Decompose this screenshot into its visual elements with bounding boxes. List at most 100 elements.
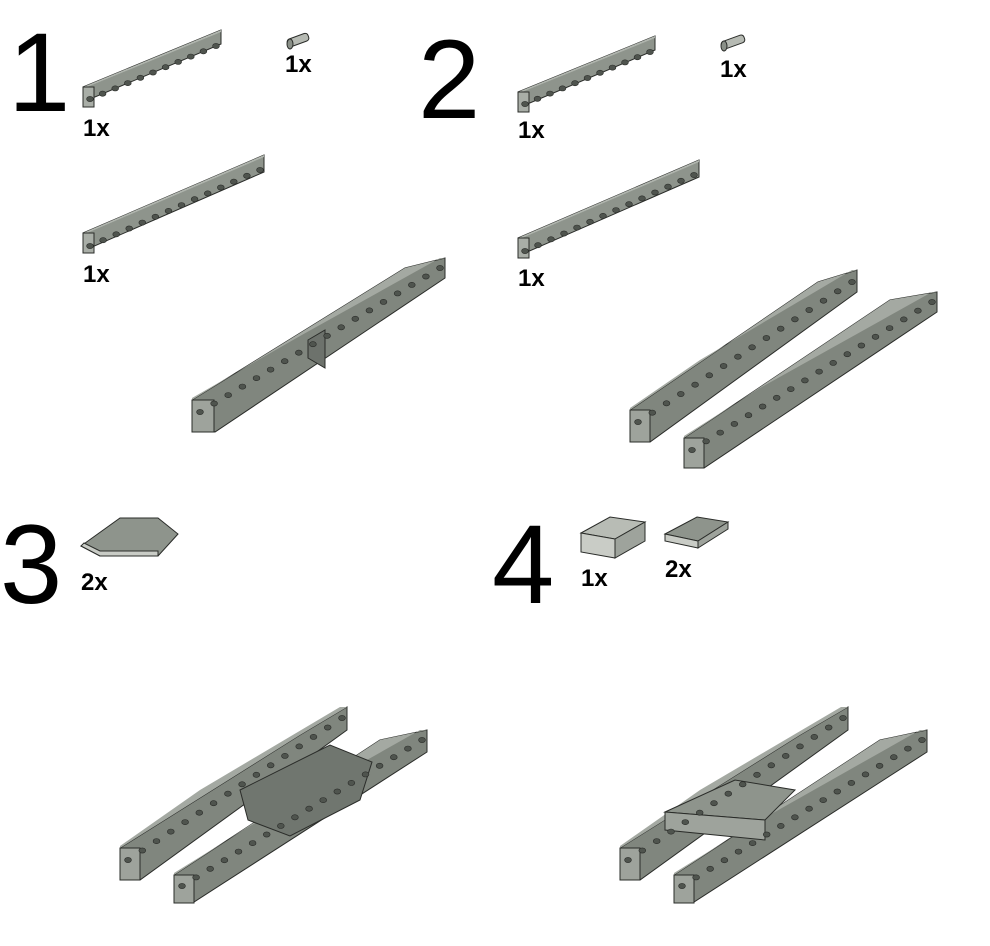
part-quantity: 1x (518, 265, 545, 292)
step-1: 1 1x 1x 1x (8, 10, 446, 433)
step-4: 4 1x 2x (492, 502, 928, 904)
beam-hole (390, 754, 398, 761)
beam-hole (323, 332, 331, 339)
beam-hole (871, 333, 880, 340)
beam-hole (824, 724, 833, 731)
beam-hole (305, 805, 313, 812)
part-quantity: 2x (665, 556, 692, 583)
assembly-result (191, 257, 446, 433)
beam-hole (646, 49, 654, 55)
beam-hole (220, 857, 229, 864)
beam-hole (677, 391, 685, 397)
assembly-result (619, 706, 928, 904)
beam-hole (791, 316, 799, 323)
brick-2x4-part (579, 516, 647, 559)
beam-hole (716, 429, 724, 436)
beam-hole (833, 288, 842, 295)
beam-hole (361, 771, 370, 778)
beam-hole (252, 771, 261, 778)
beam-hole (418, 737, 426, 743)
beam-hole (138, 219, 147, 226)
wedge-plate-part (80, 517, 179, 557)
assembly-result (119, 706, 428, 904)
beam-hole (688, 447, 696, 453)
beam-hole (664, 183, 672, 190)
beam-hole (266, 366, 275, 373)
beam-hole (99, 237, 107, 244)
beam-hole (138, 847, 147, 854)
beam-hole (772, 394, 781, 401)
step-number: 1 (8, 10, 70, 135)
beam-hole (277, 823, 285, 829)
beam-hole (521, 248, 529, 254)
technic-pin-part (286, 32, 310, 50)
beam-hole (705, 372, 713, 379)
beam-hole (112, 231, 120, 238)
beam-hole (178, 883, 186, 889)
beam-hole (667, 828, 675, 835)
part-quantity: 1x (83, 261, 110, 288)
beam-hole (558, 85, 567, 92)
part-quantity: 2x (81, 569, 108, 596)
beam-hole (777, 823, 785, 829)
beam-hole (900, 316, 908, 323)
beam-hole (692, 874, 700, 881)
assembly-result (629, 269, 938, 469)
beam-hole (810, 734, 818, 740)
beam-hole (209, 800, 218, 807)
beam-hole (281, 358, 289, 365)
beam-hole (534, 242, 542, 249)
beam-hole (125, 225, 133, 232)
beam-hole (263, 831, 271, 838)
beam-hole (347, 780, 356, 786)
beam-hole (710, 800, 718, 807)
beam-hole (638, 847, 646, 854)
beam-hole (533, 95, 542, 102)
beam-hole (662, 400, 671, 407)
part-quantity: 1x (285, 51, 312, 78)
beam-hole (324, 724, 332, 731)
beam-hole (338, 715, 346, 721)
beam-hole (720, 857, 729, 864)
beam-hole (404, 745, 412, 752)
technic-pin-part (720, 34, 746, 52)
step-number: 3 (0, 502, 62, 627)
beam-hole (928, 299, 936, 305)
beam-hole (230, 178, 238, 185)
beam-hole (238, 781, 246, 788)
beam-hole (375, 762, 384, 769)
beam-hole (744, 412, 753, 419)
beam-hole (904, 745, 912, 752)
beam-hole (748, 344, 756, 351)
beam-hole (815, 368, 823, 375)
step-3: 3 2x (0, 502, 428, 904)
beam-hole (758, 403, 767, 410)
beam-hole (596, 69, 604, 76)
beam-hole (86, 96, 94, 102)
beam-hole (573, 224, 581, 231)
beam-hole (651, 189, 659, 196)
beam-hole (238, 383, 247, 390)
part-quantity: 1x (83, 115, 110, 142)
beam-hole (753, 771, 761, 778)
beam-hole (833, 788, 841, 795)
beam-hole (379, 298, 388, 305)
beam-hole (393, 290, 402, 297)
beam-hole (319, 797, 327, 803)
beam-hole (281, 753, 289, 759)
beam-hole (734, 848, 743, 855)
beam-hole (124, 80, 132, 86)
beam-hole (857, 342, 866, 349)
beam-hole (408, 281, 416, 288)
beam-hole (195, 809, 204, 816)
beam-hole (848, 279, 856, 285)
beam-hole (149, 69, 157, 76)
beam-hole (861, 771, 870, 778)
beam-hole (781, 753, 790, 759)
beam-hole (677, 177, 685, 184)
beam-hole (206, 865, 214, 872)
beam-hole (252, 375, 261, 381)
beam-hole (608, 64, 617, 71)
beam-hole (691, 381, 699, 388)
beam-hole (633, 54, 642, 61)
